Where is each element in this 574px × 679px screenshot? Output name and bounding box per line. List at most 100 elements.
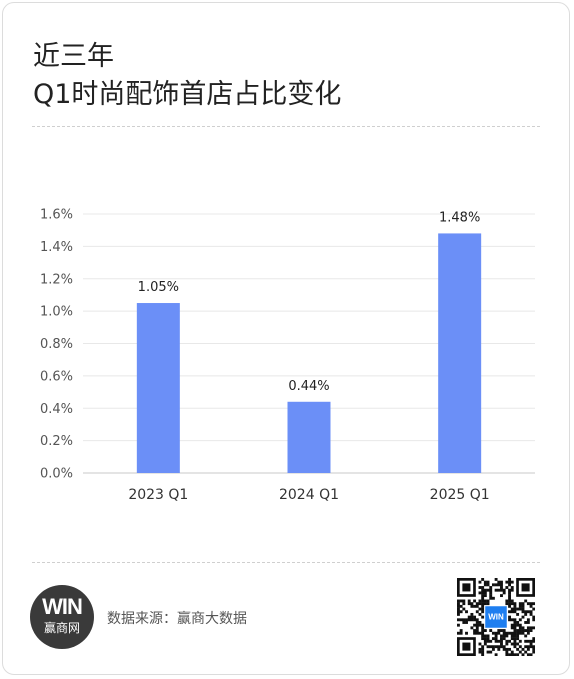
qr-module — [489, 639, 493, 643]
qr-module — [508, 618, 511, 622]
x-tick-label: 2023 Q1 — [128, 487, 188, 503]
qr-module — [494, 578, 498, 581]
qr-module — [457, 602, 460, 606]
qr-module — [510, 588, 514, 592]
qr-module — [478, 642, 482, 646]
brand-logo: WIN 赢商网 — [30, 585, 94, 649]
qr-module — [502, 634, 506, 638]
qr-module — [518, 607, 522, 611]
qr-module — [494, 639, 498, 643]
qr-module — [489, 596, 493, 600]
qr-module — [529, 629, 533, 632]
qr-module — [510, 599, 514, 603]
bottom-divider — [32, 562, 540, 563]
qr-module — [505, 642, 509, 646]
qr-module — [508, 653, 511, 656]
qr-module — [497, 647, 501, 651]
qr-module — [521, 631, 525, 635]
qr-module — [500, 639, 503, 643]
qr-module — [510, 634, 514, 638]
data-label: 1.48% — [439, 210, 480, 225]
qr-module — [513, 639, 517, 643]
qr-module — [513, 602, 517, 606]
qr-module — [489, 588, 493, 592]
title-line-2: Q1时尚配饰首店占比变化 — [33, 79, 342, 110]
qr-module — [481, 623, 485, 627]
qr-module — [521, 653, 525, 656]
qr-module — [473, 615, 477, 619]
qr-module — [526, 639, 530, 643]
qr-module — [532, 647, 535, 651]
qr-module — [497, 588, 501, 592]
qr-module — [497, 629, 501, 632]
qr-module — [486, 650, 490, 654]
qr-module — [491, 637, 495, 641]
qr-module — [457, 607, 460, 611]
qr-module — [491, 647, 495, 651]
qr-module — [478, 631, 482, 635]
qr-module — [521, 607, 525, 611]
qr-module — [532, 650, 535, 654]
qr-finder-core — [462, 642, 471, 651]
qr-module — [478, 580, 482, 584]
data-label: 1.05% — [138, 280, 179, 295]
qr-module — [465, 618, 468, 622]
qr-module — [491, 645, 495, 649]
qr-module — [502, 631, 506, 635]
bar — [287, 401, 331, 473]
qr-module — [470, 626, 474, 630]
qr-module — [510, 602, 514, 606]
qr-module — [459, 604, 463, 608]
qr-module — [516, 637, 520, 641]
qr-module — [516, 629, 520, 632]
y-tick-label: 0.8% — [40, 337, 73, 352]
qr-module — [502, 645, 506, 649]
qr-module — [475, 629, 479, 632]
qr-module — [475, 618, 479, 622]
qr-module — [494, 645, 498, 649]
qr-module — [473, 618, 477, 622]
qr-module — [478, 612, 482, 616]
qr-module — [481, 610, 485, 614]
qr-module — [473, 599, 477, 603]
qr-module — [494, 634, 498, 638]
qr-module — [518, 604, 522, 608]
qr-module — [467, 618, 471, 622]
qr-module — [502, 647, 506, 651]
y-tick-label: 0.0% — [40, 467, 73, 482]
qr-module — [462, 602, 466, 606]
qr-module — [510, 618, 514, 622]
qr-module — [521, 626, 525, 630]
qr-finder-core — [521, 583, 530, 592]
qr-module — [481, 594, 485, 598]
qr-module — [516, 642, 520, 646]
qr-module — [513, 607, 517, 611]
qr-module — [481, 604, 485, 608]
qr-module — [526, 602, 530, 606]
qr-module — [500, 580, 503, 584]
qr-module — [521, 647, 525, 651]
qr-module — [475, 626, 479, 630]
qr-module — [513, 621, 517, 624]
qr-module — [500, 586, 503, 589]
qr-module — [486, 602, 490, 606]
qr-module — [481, 607, 485, 611]
qr-module — [459, 599, 463, 603]
qr-module — [473, 629, 477, 632]
y-tick-label: 0.6% — [40, 369, 73, 384]
qr-module — [457, 604, 460, 608]
qr-module — [473, 631, 477, 635]
qr-module — [478, 591, 482, 595]
qr-module — [502, 629, 506, 632]
bar — [136, 303, 180, 473]
qr-module — [524, 639, 528, 643]
qr-module — [475, 602, 479, 606]
qr-module — [516, 612, 520, 616]
qr-module — [513, 610, 517, 614]
qr-module — [505, 580, 509, 584]
qr-module — [481, 588, 485, 592]
qr-module — [478, 602, 482, 606]
y-tick-label: 0.2% — [40, 434, 73, 449]
qr-module — [486, 580, 490, 584]
qr-module — [481, 599, 485, 603]
